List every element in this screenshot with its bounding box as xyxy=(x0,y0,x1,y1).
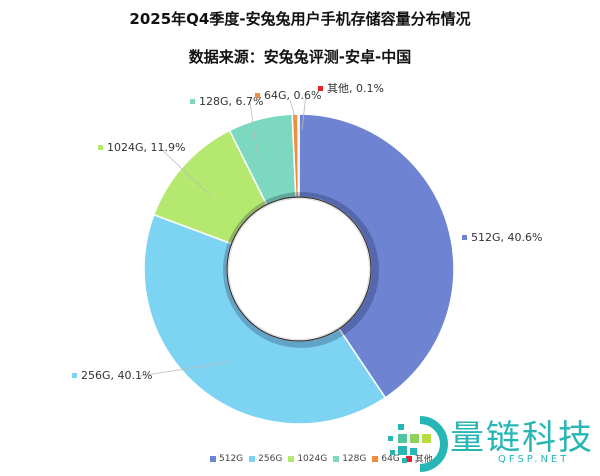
legend-swatch xyxy=(249,455,256,462)
watermark-domain: QFSP.NET xyxy=(498,454,570,465)
logo-mark-icon xyxy=(388,416,448,472)
label-swatch-256G xyxy=(72,373,77,378)
legend-label: 64G xyxy=(381,453,400,464)
legend-swatch xyxy=(210,455,216,462)
legend-label: 128G xyxy=(342,453,367,464)
watermark-logo: 量链科技 QFSP.NET xyxy=(380,410,600,472)
chart-subtitle: 数据来源：安兔兔评测-安卓-中国 xyxy=(188,48,412,66)
data-label-512G: 512G, 40.6% xyxy=(471,231,542,244)
legend-item-512G: 512G xyxy=(210,454,243,464)
legend-swatch xyxy=(405,455,412,462)
data-label-其他: 其他, 0.1% xyxy=(327,82,384,95)
chart-legend: 512G 256G 1024G 128G 64G 其他 xyxy=(210,452,433,465)
legend-swatch xyxy=(333,455,340,462)
donut-hole xyxy=(226,196,372,342)
donut-slices xyxy=(143,113,455,425)
legend-swatch xyxy=(372,455,379,462)
label-swatch-1024G xyxy=(98,145,103,150)
legend-item-其他: 其他 xyxy=(405,452,433,465)
legend-item-1024G: 1024G xyxy=(288,454,327,464)
label-swatch-512G xyxy=(462,235,467,240)
label-swatch-64G xyxy=(255,93,260,98)
label-swatch-其他 xyxy=(318,86,323,91)
data-label-128G: 128G, 6.7% xyxy=(199,95,263,108)
data-label-1024G: 1024G, 11.9% xyxy=(107,141,185,154)
legend-swatch xyxy=(288,455,295,462)
legend-label: 512G xyxy=(219,453,244,464)
legend-label: 1024G xyxy=(297,453,328,464)
data-labels: 512G, 40.6% 256G, 40.1% 1024G, 11.9% 128G, … xyxy=(72,82,542,382)
legend-item-256G: 256G xyxy=(249,454,282,464)
legend-item-64G: 64G xyxy=(372,453,400,464)
data-label-64G: 64G, 0.6% xyxy=(264,89,321,102)
slice-其他 xyxy=(297,113,300,198)
label-leader-lines xyxy=(139,93,307,377)
label-swatch-128G xyxy=(190,99,195,104)
data-label-256G: 256G, 40.1% xyxy=(81,369,152,382)
legend-label: 256G xyxy=(258,453,283,464)
legend-item-128G: 128G xyxy=(333,454,366,464)
legend-label: 其他 xyxy=(414,455,433,465)
chart-title: 2025年Q4季度-安兔兔用户手机存储容量分布情况 xyxy=(129,10,471,28)
watermark-brand: 量链科技 xyxy=(450,418,594,458)
